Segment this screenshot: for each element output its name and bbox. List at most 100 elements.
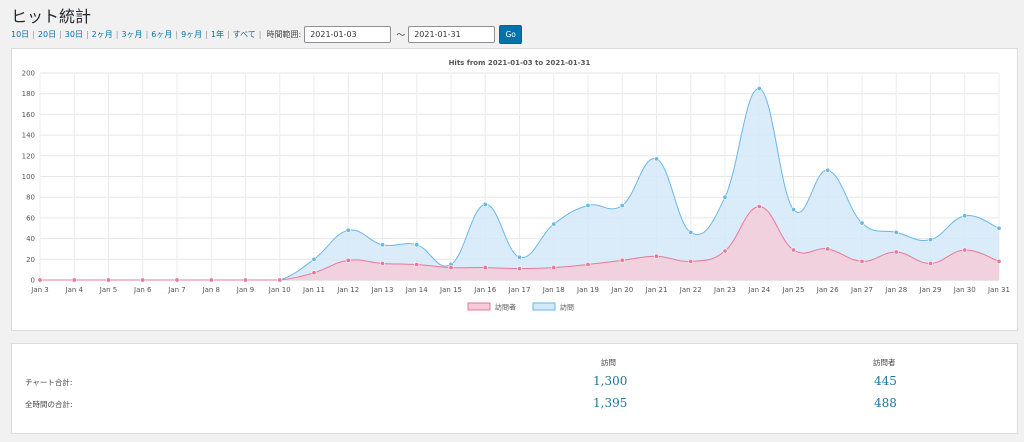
separator: | (115, 29, 119, 39)
x-tick-label: Jan 7 (167, 286, 185, 294)
x-tick-label: Jan 22 (679, 286, 702, 294)
data-point-0-23 (825, 246, 831, 252)
period-link-20d[interactable]: 20日 (37, 29, 57, 39)
data-point-1-22 (790, 207, 796, 213)
data-point-1-10 (379, 242, 385, 248)
data-point-1-14 (516, 254, 522, 260)
x-tick-label: Jan 15 (439, 286, 462, 294)
data-point-0-9 (345, 257, 351, 263)
data-point-0-1 (71, 277, 77, 283)
start-date-input[interactable] (304, 25, 392, 43)
x-tick-label: Jan 12 (336, 286, 359, 294)
x-tick-label: Jan 21 (645, 286, 668, 294)
y-tick-label: 40 (26, 235, 35, 243)
chart-panel: Hits from 2021-01-03 to 2021-01-31 0 20 40 6… (11, 48, 1018, 331)
data-point-1-25 (893, 229, 899, 235)
end-date-input[interactable] (408, 25, 496, 43)
data-point-1-23 (825, 167, 831, 173)
data-point-0-14 (516, 266, 522, 272)
x-tick-label: Jan 30 (953, 286, 976, 294)
data-point-0-3 (140, 277, 146, 283)
data-point-1-8 (311, 256, 317, 262)
totals-panel: 訪問 訪問者 チャート合計: 1,300 445 全時間の合計: 1,395 4… (11, 343, 1018, 434)
data-point-0-24 (859, 258, 865, 264)
all-time-total-visits: 1,395 (593, 396, 628, 410)
x-tick-label: Jan 19 (576, 286, 599, 294)
data-point-1-24 (859, 220, 865, 226)
separator: | (32, 29, 35, 39)
period-link-3m[interactable]: 3ヶ月 (121, 29, 143, 39)
x-tick-label: Jan 27 (850, 286, 873, 294)
data-point-1-9 (345, 227, 351, 233)
period-toolbar: 10日 | 20日 | 30日 | 2ヶ月 | 3ヶ月 | 6ヶ月 | 9ヶ月 | 1年 | す… (11, 24, 523, 44)
data-point-0-21 (756, 204, 762, 210)
chart-total-visitors: 445 (874, 374, 897, 388)
y-tick-label: 0 (31, 277, 35, 285)
period-link-6m[interactable]: 6ヶ月 (151, 29, 173, 39)
data-point-0-15 (551, 265, 557, 271)
all-time-total-visitors: 488 (874, 396, 897, 410)
data-point-1-26 (927, 237, 933, 243)
data-point-1-16 (585, 202, 591, 208)
period-link-all[interactable]: すべて (232, 29, 256, 39)
data-point-0-5 (208, 277, 214, 283)
legend-label-1: 訪問 (560, 303, 574, 312)
data-point-0-13 (482, 265, 488, 271)
y-tick-label: 200 (22, 70, 35, 78)
data-point-0-10 (379, 260, 385, 266)
period-link-10d[interactable]: 10日 (11, 29, 30, 39)
data-point-0-6 (243, 277, 249, 283)
data-point-0-8 (311, 270, 317, 276)
x-tick-label: Jan 20 (610, 286, 633, 294)
separator: | (145, 29, 149, 39)
chart-total-visits: 1,300 (593, 374, 628, 388)
y-tick-label: 20 (26, 256, 35, 264)
x-tick-label: Jan 5 (99, 286, 117, 294)
x-tick-label: Jan 3 (30, 286, 48, 294)
y-tick-label: 180 (22, 90, 35, 98)
y-tick-label: 80 (26, 194, 35, 202)
x-tick-label: Jan 4 (65, 286, 84, 294)
y-tick-label: 140 (22, 132, 35, 140)
x-tick-label: Jan 31 (987, 286, 1010, 294)
y-tick-label: 100 (22, 173, 35, 181)
all-time-total-label: 全時間の合計: (25, 400, 73, 409)
data-point-1-27 (962, 213, 968, 219)
x-tick-label: Jan 16 (473, 286, 496, 294)
x-tick-label: Jan 29 (919, 286, 942, 294)
x-tick-label: Jan 10 (268, 286, 291, 294)
x-tick-label: Jan 13 (371, 286, 394, 294)
y-tick-label: 160 (22, 111, 35, 119)
x-tick-label: Jan 14 (405, 286, 428, 294)
data-point-0-26 (927, 260, 933, 266)
data-point-0-4 (174, 277, 180, 283)
chart-total-label: チャート合計: (25, 378, 73, 387)
data-point-1-21 (756, 86, 762, 92)
visits-column-header: 訪問 (601, 358, 616, 367)
legend-swatch-0 (467, 302, 491, 311)
separator: | (258, 29, 262, 39)
go-button[interactable]: Go (499, 24, 523, 44)
period-link-9m[interactable]: 9ヶ月 (181, 29, 203, 39)
x-tick-label: Jan 25 (782, 286, 805, 294)
separator: | (85, 29, 89, 39)
data-point-0-25 (893, 249, 899, 255)
data-point-1-15 (551, 221, 557, 227)
x-tick-label: Jan 26 (816, 286, 839, 294)
y-tick-label: 120 (22, 152, 35, 160)
data-point-0-28 (996, 258, 1002, 264)
legend-label-0: 訪問者 (495, 303, 516, 312)
legend-swatch-1 (532, 302, 556, 311)
data-point-0-7 (277, 277, 283, 283)
period-link-30d[interactable]: 30日 (64, 29, 83, 39)
data-point-0-17 (619, 257, 625, 263)
data-point-1-18 (653, 156, 659, 162)
x-tick-label: Jan 6 (133, 286, 152, 294)
period-link-1y[interactable]: 1年 (210, 29, 224, 39)
series-area-0 (40, 206, 999, 280)
x-tick-label: Jan 11 (302, 286, 325, 294)
x-tick-label: Jan 17 (508, 286, 531, 294)
separator: | (205, 29, 208, 39)
hits-chart: Hits from 2021-01-03 to 2021-01-31 0 20 40 6… (22, 59, 1010, 312)
period-link-2m[interactable]: 2ヶ月 (91, 29, 113, 39)
